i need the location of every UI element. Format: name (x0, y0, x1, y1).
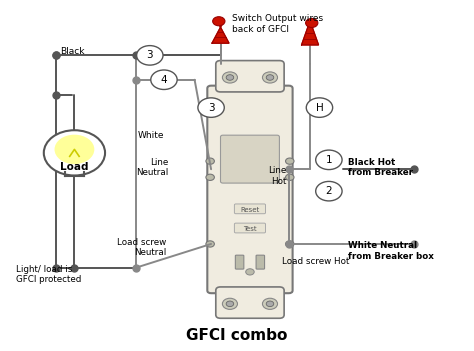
Circle shape (266, 75, 274, 80)
Circle shape (316, 181, 342, 201)
Circle shape (285, 158, 294, 164)
Text: White: White (138, 131, 164, 140)
Circle shape (316, 150, 342, 170)
Circle shape (213, 17, 225, 26)
Circle shape (206, 174, 214, 180)
Circle shape (285, 174, 294, 180)
Circle shape (266, 301, 274, 307)
Circle shape (246, 269, 254, 275)
Circle shape (285, 241, 294, 247)
Circle shape (206, 158, 214, 164)
Circle shape (151, 70, 177, 90)
FancyBboxPatch shape (235, 204, 265, 214)
Text: 4: 4 (161, 75, 167, 85)
FancyBboxPatch shape (235, 223, 265, 233)
Text: Load screw
Neutral: Load screw Neutral (117, 238, 166, 257)
Text: Line
Neutral: Line Neutral (137, 158, 169, 177)
Polygon shape (301, 26, 319, 45)
Text: 2: 2 (326, 186, 332, 196)
Text: White Neutral
from Breaker box: White Neutral from Breaker box (348, 241, 434, 261)
Polygon shape (212, 24, 229, 43)
Circle shape (206, 241, 214, 247)
Circle shape (263, 298, 277, 309)
FancyBboxPatch shape (256, 255, 264, 269)
FancyBboxPatch shape (236, 255, 244, 269)
Circle shape (226, 75, 234, 80)
Circle shape (263, 72, 277, 83)
FancyBboxPatch shape (216, 287, 284, 318)
Text: Line
Hot: Line Hot (268, 166, 286, 186)
Circle shape (306, 98, 333, 117)
Text: GFCI combo: GFCI combo (186, 327, 288, 343)
Circle shape (226, 301, 234, 307)
Text: 3: 3 (208, 102, 214, 113)
Text: Black: Black (60, 47, 85, 57)
Circle shape (44, 130, 105, 176)
FancyBboxPatch shape (207, 86, 292, 293)
Text: 3: 3 (146, 50, 153, 60)
Text: Test: Test (243, 226, 257, 232)
Circle shape (222, 72, 237, 83)
Circle shape (306, 19, 318, 27)
Text: 1: 1 (326, 155, 332, 165)
Circle shape (55, 135, 94, 164)
Text: Reset: Reset (240, 207, 260, 213)
Text: Switch Output wires
back of GFCI: Switch Output wires back of GFCI (232, 14, 323, 34)
Circle shape (198, 98, 224, 117)
FancyBboxPatch shape (220, 135, 279, 183)
FancyBboxPatch shape (216, 61, 284, 92)
Circle shape (137, 46, 163, 65)
Text: Light/ load is
GFCI protected: Light/ load is GFCI protected (16, 265, 81, 284)
Text: Load screw Hot: Load screw Hot (282, 257, 349, 266)
Text: Load: Load (60, 161, 89, 172)
Text: Black Hot
from Breaker: Black Hot from Breaker (348, 158, 413, 177)
Circle shape (222, 298, 237, 309)
Text: H: H (316, 102, 323, 113)
